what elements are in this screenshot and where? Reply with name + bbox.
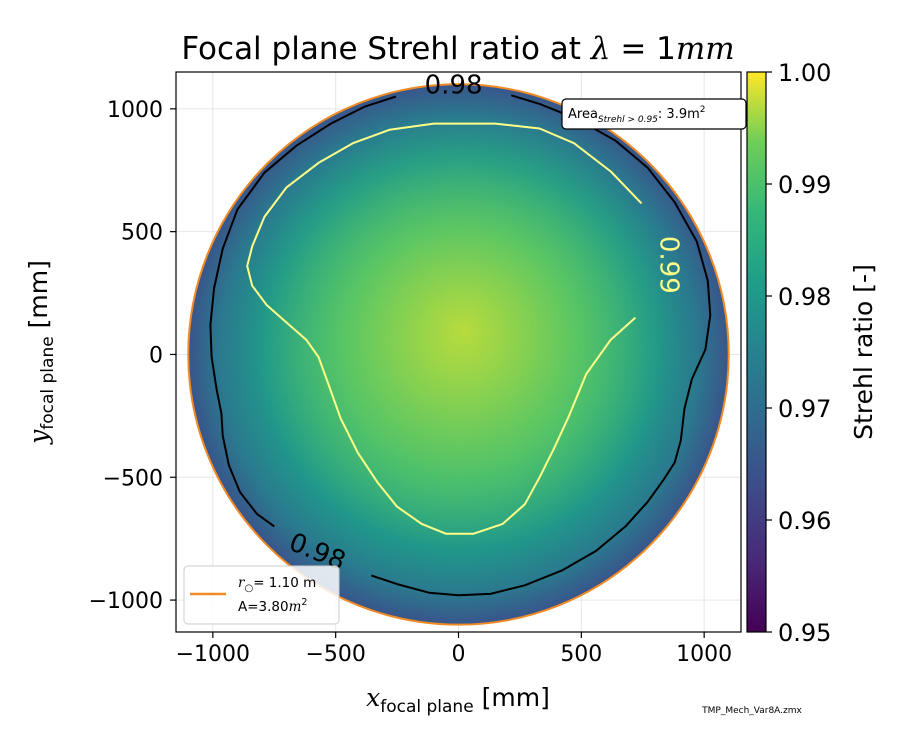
contour-label: 0.98	[425, 71, 483, 101]
x-tick-label: 1000	[676, 642, 732, 667]
x-tick-label: −1000	[176, 642, 250, 667]
area-annotation-box	[561, 98, 747, 130]
field-circle	[187, 83, 730, 626]
colorbar-gradient	[746, 71, 767, 633]
colorbar-tick-label: 0.99	[778, 171, 831, 199]
y-tick-label: −500	[103, 466, 163, 491]
legend-radius-label: r○= 1.10 m	[238, 575, 316, 594]
colorbar: 0.95 0.96 0.97 0.98 0.99 1.00 Strehl ratio [-…	[746, 59, 878, 647]
y-tick-label: −1000	[89, 589, 163, 614]
colorbar-tick-label: 0.96	[778, 507, 831, 535]
y-tick-label: 1000	[107, 98, 163, 123]
x-axis: −1000 −500 0 500 1000	[176, 632, 732, 667]
source-filename: TMP_Mech_Var8A.zmx	[701, 706, 802, 716]
legend-area-label: A=3.80m2	[238, 597, 307, 615]
contour-line-0.98	[370, 94, 712, 597]
x-axis-label: xfocal plane [mm]	[366, 683, 550, 717]
area-annotation-text: AreaStrehl > 0.95: 3.9m2	[568, 105, 706, 125]
contour-line-0.99	[246, 122, 643, 535]
colorbar-ticks: 0.95 0.96 0.97 0.98 0.99 1.00	[766, 59, 831, 647]
y-axis: −1000 −500 0 500 1000	[89, 98, 176, 614]
y-tick-label: 500	[121, 221, 163, 246]
contour-label: 0.99	[654, 236, 684, 294]
colorbar-tick-label: 1.00	[778, 59, 831, 87]
colorbar-tick-label: 0.97	[778, 395, 831, 423]
y-axis-label: yfocal plane[mm]	[24, 260, 58, 445]
area-annotation: AreaStrehl > 0.95: 3.9m2	[561, 98, 747, 130]
colorbar-label: Strehl ratio [-]	[849, 264, 878, 440]
colorbar-tick-label: 0.98	[778, 283, 831, 311]
contours	[209, 94, 712, 597]
contour-line-0.98	[209, 95, 397, 528]
y-tick-label: 0	[149, 343, 163, 368]
x-tick-label: 0	[452, 642, 466, 667]
x-tick-label: 500	[560, 642, 602, 667]
chart-title: Focal plane Strehl ratio at λ = 1mm	[181, 31, 734, 67]
legend-box	[183, 565, 340, 625]
x-tick-label: −500	[305, 642, 365, 667]
colorbar-tick-label: 0.95	[778, 619, 831, 647]
legend: r○= 1.10 m A=3.80m2	[183, 565, 340, 625]
